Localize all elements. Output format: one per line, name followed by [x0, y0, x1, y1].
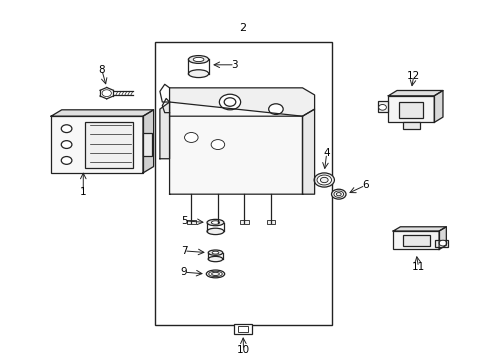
Bar	[51, 116, 142, 173]
Ellipse shape	[208, 250, 223, 255]
Ellipse shape	[333, 191, 343, 197]
Bar	[234, 324, 251, 334]
Bar	[387, 96, 433, 122]
Bar	[402, 122, 419, 129]
Polygon shape	[169, 102, 302, 194]
Ellipse shape	[188, 70, 208, 77]
Bar	[398, 102, 423, 118]
Ellipse shape	[206, 270, 224, 278]
Text: 1: 1	[80, 188, 86, 197]
Polygon shape	[433, 90, 442, 122]
Bar	[240, 220, 248, 224]
Text: 8: 8	[99, 65, 105, 75]
Circle shape	[184, 132, 198, 143]
Ellipse shape	[208, 271, 222, 276]
Text: 9: 9	[181, 267, 187, 277]
Circle shape	[438, 240, 446, 246]
Bar	[392, 231, 438, 249]
Circle shape	[378, 104, 386, 110]
Ellipse shape	[211, 272, 219, 275]
Circle shape	[61, 157, 72, 164]
Polygon shape	[160, 102, 169, 159]
Circle shape	[102, 90, 111, 96]
Polygon shape	[51, 110, 153, 116]
Circle shape	[211, 140, 224, 149]
Bar	[142, 133, 151, 156]
Polygon shape	[142, 110, 153, 173]
Ellipse shape	[211, 221, 219, 224]
Bar	[155, 42, 331, 325]
Ellipse shape	[206, 228, 224, 235]
Text: 3: 3	[231, 60, 238, 70]
Polygon shape	[169, 88, 314, 116]
Text: 6: 6	[361, 180, 368, 190]
Circle shape	[61, 141, 72, 148]
Circle shape	[224, 98, 235, 106]
Ellipse shape	[336, 193, 341, 196]
Bar	[186, 220, 195, 224]
Text: 2: 2	[239, 23, 246, 33]
Polygon shape	[387, 90, 442, 96]
Text: 5: 5	[181, 216, 187, 226]
Ellipse shape	[316, 175, 331, 185]
Bar	[402, 235, 429, 246]
Text: 7: 7	[181, 246, 187, 256]
Text: 10: 10	[237, 345, 249, 355]
Polygon shape	[392, 227, 446, 231]
Circle shape	[268, 104, 283, 114]
Text: 12: 12	[406, 71, 420, 81]
Bar	[238, 326, 247, 332]
Ellipse shape	[212, 251, 219, 254]
Ellipse shape	[193, 57, 203, 62]
Ellipse shape	[206, 219, 224, 226]
Polygon shape	[438, 227, 446, 249]
Polygon shape	[302, 109, 314, 194]
Ellipse shape	[320, 177, 327, 183]
Bar	[266, 220, 275, 224]
Circle shape	[61, 125, 72, 132]
Text: 4: 4	[323, 148, 329, 158]
Bar	[213, 220, 222, 224]
Bar	[377, 101, 387, 112]
Ellipse shape	[313, 173, 334, 187]
Ellipse shape	[331, 189, 346, 199]
Ellipse shape	[188, 55, 208, 63]
Circle shape	[219, 94, 240, 110]
Bar	[85, 122, 133, 168]
Ellipse shape	[208, 256, 223, 262]
Bar	[434, 239, 447, 247]
Text: 11: 11	[411, 262, 424, 272]
